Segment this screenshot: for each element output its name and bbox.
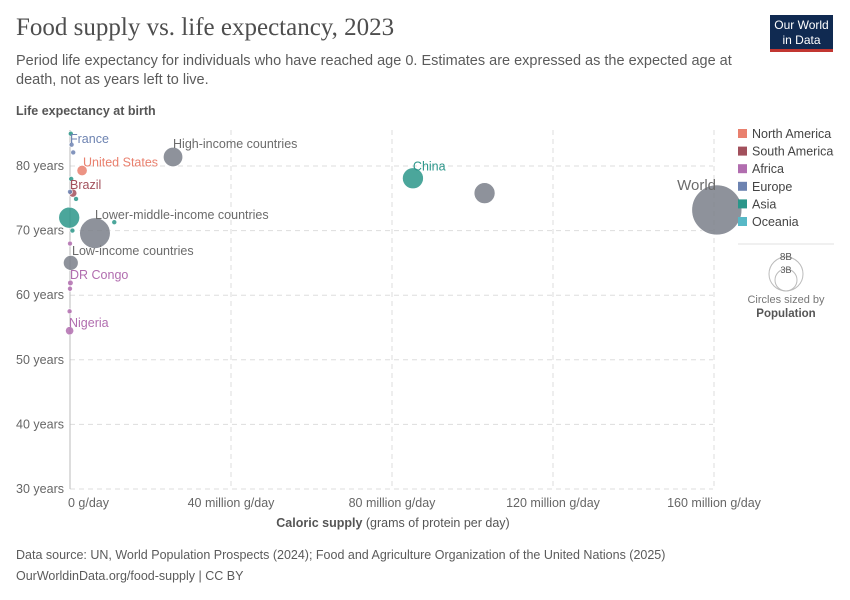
- point-label: Lower-middle-income countries: [95, 208, 269, 222]
- data-point[interactable]: [473, 182, 496, 204]
- chart-subtitle: Period life expectancy for individuals w…: [16, 53, 732, 88]
- data-point[interactable]: [73, 196, 79, 202]
- point-label: China: [413, 159, 446, 173]
- data-point[interactable]: [66, 308, 73, 315]
- y-tick-label: 50 years: [16, 353, 64, 367]
- size-legend-variable: Population: [756, 308, 815, 320]
- y-tick-label: 40 years: [16, 417, 64, 431]
- legend-swatch[interactable]: [738, 217, 747, 226]
- chart-title: Food supply vs. life expectancy, 2023: [16, 14, 395, 41]
- legend-item-label[interactable]: Asia: [752, 197, 776, 211]
- y-tick-label: 80 years: [16, 159, 64, 173]
- point-label: DR Congo: [70, 268, 128, 282]
- x-axis-label: Caloric supply (grams of protein per day…: [276, 516, 509, 530]
- footer-url[interactable]: OurWorldinData.org/food-supply | CC BY: [16, 569, 244, 583]
- legend-swatch[interactable]: [738, 181, 747, 191]
- x-tick-label: 160 million g/day: [667, 496, 762, 510]
- data-point[interactable]: [65, 326, 75, 336]
- x-tick-label: 120 million g/day: [506, 496, 601, 510]
- data-point[interactable]: [68, 130, 74, 137]
- point-label: World: [677, 177, 716, 194]
- data-point[interactable]: [70, 149, 77, 156]
- data-point[interactable]: [691, 184, 743, 236]
- legend-swatch[interactable]: [738, 199, 747, 209]
- x-tick-label: 40 million g/day: [188, 496, 276, 510]
- data-source: Data source: UN, World Population Prospe…: [16, 548, 666, 562]
- size-legend-circle: [774, 268, 798, 292]
- data-point[interactable]: [69, 227, 76, 234]
- size-legend-title: Circles sized by: [747, 294, 825, 306]
- point-label: France: [70, 132, 109, 146]
- legend-swatch[interactable]: [738, 129, 747, 138]
- data-point[interactable]: [58, 206, 80, 229]
- data-point[interactable]: [76, 165, 88, 176]
- y-tick-label: 60 years: [16, 288, 64, 302]
- legend-swatch[interactable]: [738, 164, 747, 174]
- y-axis-label: Life expectancy at birth: [16, 104, 156, 118]
- x-tick-label: 80 million g/day: [349, 496, 437, 510]
- legend-item-label[interactable]: Africa: [752, 162, 784, 176]
- data-point[interactable]: [67, 240, 73, 247]
- y-tick-label: 30 years: [16, 482, 64, 496]
- data-point[interactable]: [63, 255, 79, 271]
- data-point[interactable]: [163, 146, 184, 167]
- data-point[interactable]: [111, 219, 118, 226]
- legend-item-label[interactable]: Oceania: [752, 215, 799, 229]
- data-point[interactable]: [68, 141, 75, 148]
- data-point[interactable]: [402, 167, 424, 190]
- point-label: Brazil: [70, 178, 101, 192]
- legend-item-label[interactable]: Europe: [752, 180, 792, 194]
- data-point[interactable]: [67, 279, 74, 287]
- legend-item-label[interactable]: South America: [752, 145, 833, 159]
- owid-logo[interactable]: Our World in Data: [770, 15, 833, 52]
- data-point[interactable]: [67, 285, 73, 292]
- point-label: High-income countries: [173, 137, 297, 151]
- legend-item-label[interactable]: North America: [752, 127, 831, 141]
- data-point[interactable]: [67, 189, 73, 195]
- data-point[interactable]: [79, 217, 111, 249]
- legend-swatch[interactable]: [738, 146, 747, 156]
- x-tick-label: 0 g/day: [68, 496, 110, 510]
- point-label: Nigeria: [69, 316, 109, 330]
- y-tick-label: 70 years: [16, 224, 64, 238]
- point-label: Low-income countries: [72, 244, 194, 258]
- point-label: United States: [83, 156, 158, 170]
- size-label: 3B: [780, 265, 791, 275]
- size-label: 8B: [780, 252, 793, 263]
- data-point[interactable]: [68, 176, 75, 182]
